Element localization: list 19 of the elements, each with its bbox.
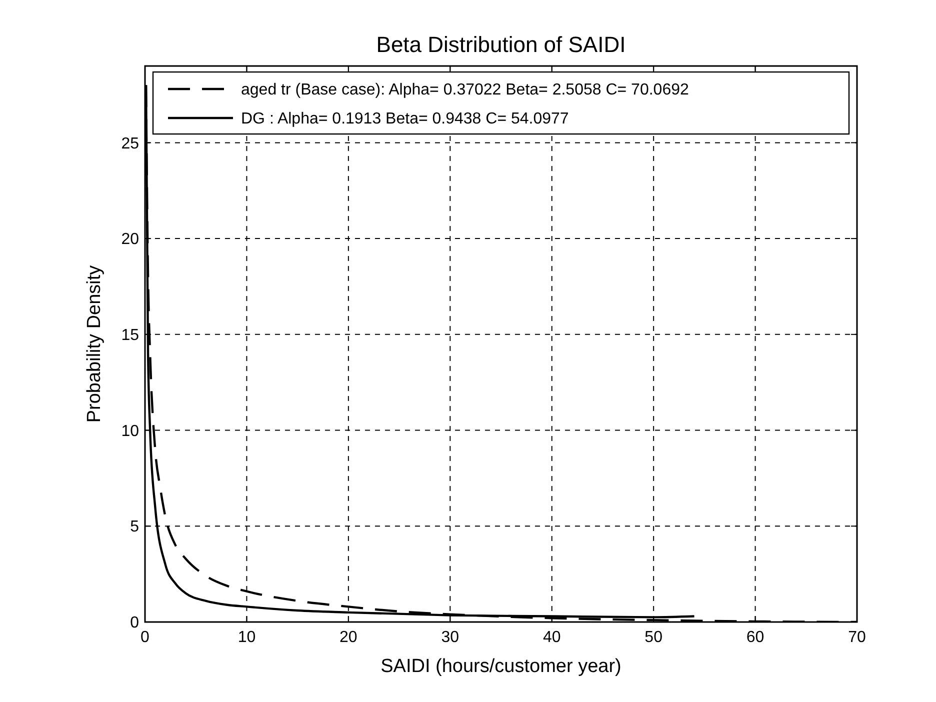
x-tick-label: 0 — [140, 629, 150, 646]
chart-title: Beta Distribution of SAIDI — [376, 32, 626, 57]
x-tick-label: 30 — [441, 629, 460, 646]
legend-label: DG : Alpha= 0.1913 Beta= 0.9438 C= 54.0977 — [241, 110, 569, 128]
y-tick-label: 25 — [121, 135, 140, 152]
x-tick-label: 70 — [848, 629, 866, 646]
y-tick-label: 20 — [121, 231, 140, 248]
y-tick-label: 10 — [121, 422, 140, 440]
y-tick-label: 5 — [130, 518, 140, 536]
legend-label: aged tr (Base case): Alpha= 0.37022 Beta= 2.5058 C= 70.0692 — [241, 82, 689, 99]
x-axis-title: SAIDI (hours/customer year) — [380, 656, 622, 677]
y-tick-label: 15 — [121, 327, 140, 344]
x-tick-label: 50 — [644, 629, 663, 646]
x-tick-label: 40 — [542, 629, 561, 646]
y-axis-title: Probability Density — [84, 264, 105, 423]
y-tick-label: 0 — [130, 614, 140, 632]
x-tick-label: 60 — [746, 629, 764, 646]
x-tick-label: 10 — [238, 629, 256, 646]
x-tick-label: 20 — [340, 629, 358, 646]
